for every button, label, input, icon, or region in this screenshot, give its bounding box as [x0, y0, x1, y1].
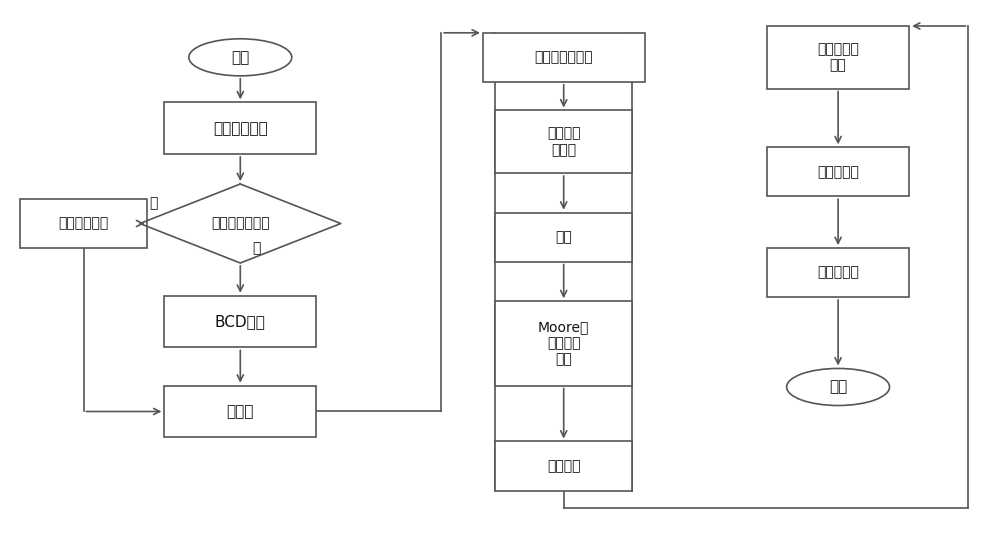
Text: 开始: 开始: [231, 50, 249, 65]
Text: BCD算法: BCD算法: [215, 314, 266, 329]
Text: 四边形网
格划分: 四边形网 格划分: [547, 127, 580, 157]
Text: 子区域: 子区域: [227, 404, 254, 419]
Text: 连接子区域: 连接子区域: [817, 165, 859, 178]
Bar: [483, 33, 645, 82]
Bar: [164, 296, 316, 348]
Bar: [20, 199, 147, 248]
Bar: [164, 102, 316, 154]
Bar: [495, 301, 632, 386]
Text: 是: 是: [252, 241, 260, 255]
Text: 子区域二次划分: 子区域二次划分: [534, 51, 593, 64]
Ellipse shape: [189, 39, 292, 76]
Text: 演化规则: 演化规则: [547, 459, 580, 473]
Bar: [164, 386, 316, 438]
Text: 元胞: 元胞: [555, 230, 572, 244]
Text: 获取环境地图: 获取环境地图: [213, 121, 268, 136]
Bar: [767, 26, 909, 88]
Bar: [495, 441, 632, 490]
Text: 结束: 结束: [829, 380, 847, 394]
Bar: [495, 111, 632, 173]
Text: 子区域覆盖
路径: 子区域覆盖 路径: [817, 42, 859, 72]
Text: 相邻分解算法: 相邻分解算法: [58, 216, 109, 231]
Text: Moore型
相邻元胞
集合: Moore型 相邻元胞 集合: [538, 320, 589, 366]
Bar: [767, 147, 909, 196]
Text: 全覆盖路径: 全覆盖路径: [817, 266, 859, 280]
Bar: [767, 248, 909, 297]
Bar: [495, 212, 632, 262]
Text: 内部是否有物体: 内部是否有物体: [211, 216, 270, 231]
Polygon shape: [140, 184, 341, 263]
Text: 否: 否: [150, 196, 158, 210]
Ellipse shape: [787, 369, 890, 405]
